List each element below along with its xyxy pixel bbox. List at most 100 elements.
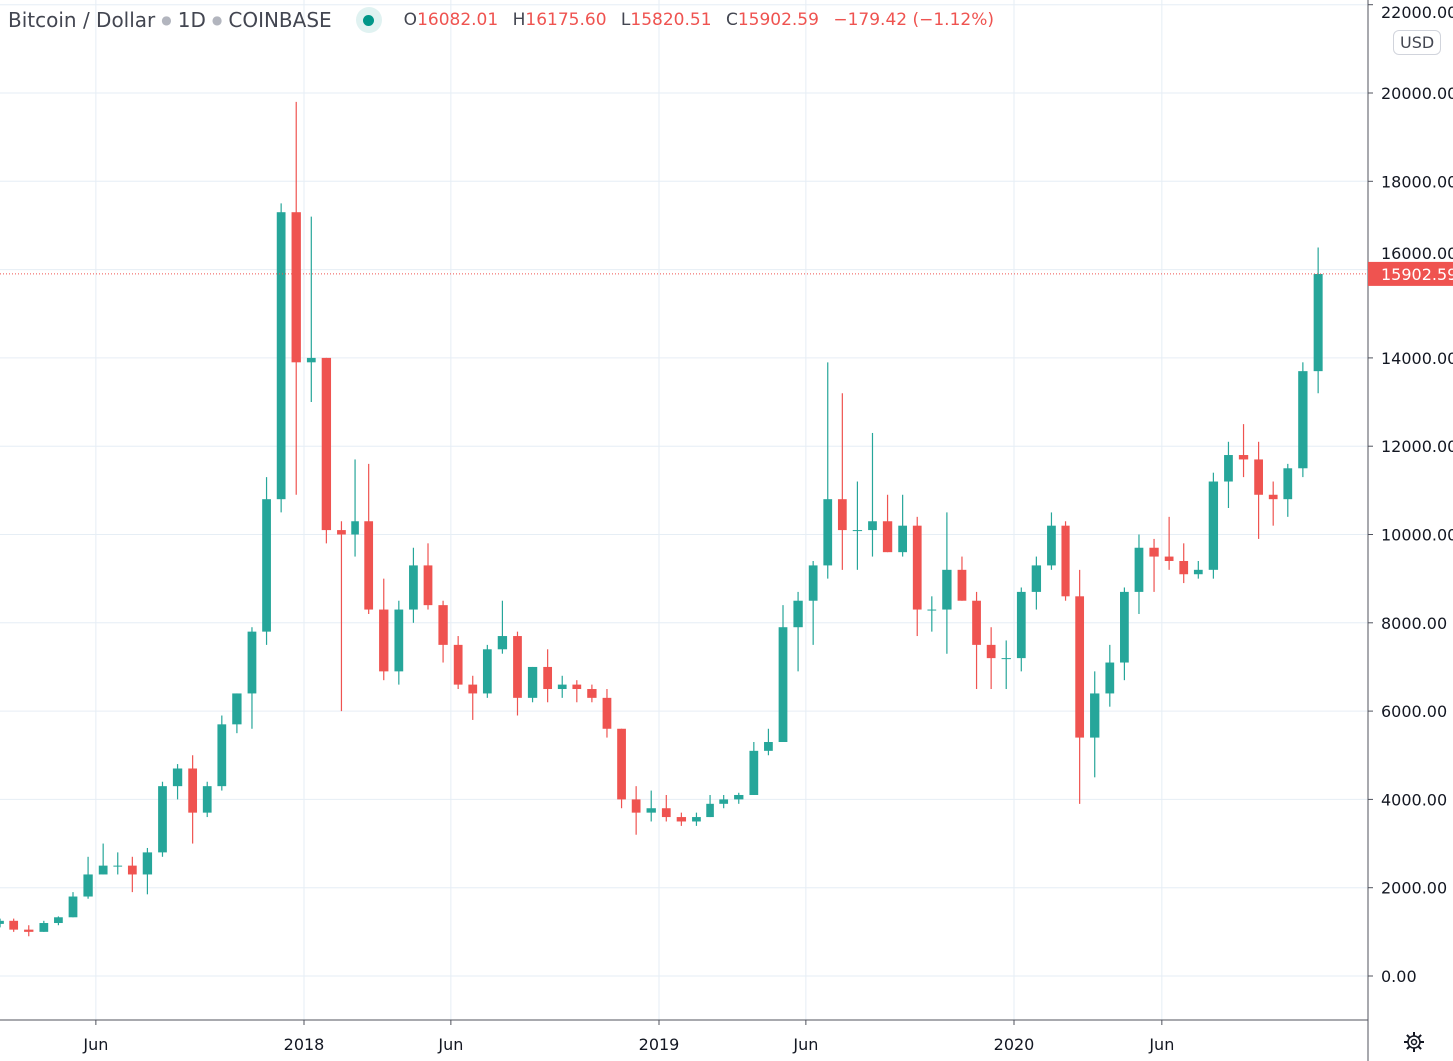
candle	[39, 920, 49, 932]
candle-body	[823, 499, 833, 566]
candle	[364, 463, 374, 614]
candle	[394, 600, 404, 685]
candle	[957, 556, 967, 601]
high-label: H	[512, 10, 526, 30]
high-value: 16175.60	[525, 10, 607, 30]
candle-body	[527, 666, 538, 698]
candle-body	[247, 631, 257, 694]
candle	[837, 393, 847, 570]
open-value: 16082.01	[417, 10, 499, 30]
candle	[1313, 247, 1323, 394]
candle-body	[379, 609, 389, 672]
candle-body	[617, 728, 626, 800]
candle	[232, 693, 242, 734]
symbol-name[interactable]: Bitcoin / Dollar	[8, 8, 156, 32]
candle	[247, 627, 257, 729]
price-tick-label: 14000.00	[1381, 349, 1453, 368]
candle-body	[646, 808, 656, 813]
candle-body	[882, 521, 893, 553]
candle	[898, 494, 908, 557]
candle-body	[0, 920, 4, 924]
candle	[127, 856, 137, 893]
candle	[54, 916, 63, 926]
time-tick-label: Jun	[437, 1035, 463, 1054]
candle	[1105, 644, 1115, 707]
currency-button[interactable]: USD	[1393, 30, 1442, 55]
candle	[1179, 543, 1189, 584]
last-price-text: 15902.59	[1381, 265, 1453, 284]
market-open-dot-icon[interactable]	[355, 7, 382, 33]
candle-body	[24, 929, 34, 932]
candle-body	[1313, 274, 1323, 372]
grid	[0, 0, 1368, 1020]
candle-body	[321, 357, 332, 531]
candles	[0, 101, 1323, 937]
candle-body	[54, 917, 63, 924]
candle-body	[1254, 459, 1263, 495]
candle	[217, 715, 227, 791]
candle-body	[1224, 455, 1233, 482]
candle-body	[602, 697, 612, 729]
candle	[468, 675, 478, 720]
price-tick-label: 2000.00	[1381, 879, 1447, 898]
candle-body	[1179, 560, 1189, 575]
time-tick-label: 2020	[994, 1035, 1035, 1054]
separator: ●	[161, 13, 172, 27]
candle-body	[127, 865, 137, 875]
exchange: COINBASE	[228, 8, 332, 32]
price-tick-label: 20000.00	[1381, 84, 1453, 103]
candle-body	[262, 499, 271, 632]
candle-body	[1047, 525, 1056, 566]
candle-body	[172, 768, 183, 787]
candle	[572, 680, 582, 703]
candle	[379, 578, 389, 681]
candle-body	[232, 693, 242, 725]
candle-body	[706, 803, 714, 818]
candle	[351, 459, 359, 557]
candle-body	[306, 357, 316, 363]
candle-body	[1164, 556, 1174, 561]
candle-body	[482, 649, 492, 694]
candle-body	[98, 865, 108, 875]
candle-body	[513, 636, 522, 698]
candle-body	[1298, 371, 1308, 469]
close-value: 15902.59	[737, 10, 819, 30]
price-tick-label: 12000.00	[1381, 437, 1453, 456]
candle	[719, 794, 729, 809]
separator: ●	[211, 13, 223, 27]
gear-icon[interactable]	[1402, 1030, 1426, 1054]
candle	[793, 591, 803, 672]
candle	[423, 543, 433, 610]
candle	[1193, 560, 1203, 579]
candle-body	[142, 852, 153, 875]
candle-body	[927, 609, 937, 611]
candle	[646, 790, 656, 822]
candle	[1061, 521, 1070, 601]
candle	[927, 596, 937, 632]
candle-body	[409, 565, 418, 610]
candle-body	[898, 525, 908, 553]
candle	[1047, 512, 1056, 570]
candle	[497, 600, 508, 654]
candle	[764, 728, 773, 756]
interval[interactable]: 1D	[177, 8, 206, 32]
candle-body	[676, 817, 687, 822]
candle-body	[1193, 569, 1203, 575]
candle-body	[587, 689, 597, 698]
candle	[882, 494, 893, 553]
price-tick-label: 4000.00	[1381, 790, 1447, 809]
time-tick-label: Jun	[792, 1035, 818, 1054]
time-tick-label: 2018	[284, 1035, 325, 1054]
candle-body	[1001, 658, 1011, 660]
candle-body	[1090, 693, 1100, 738]
candle	[83, 856, 93, 899]
candle	[202, 781, 212, 818]
candle	[587, 684, 597, 703]
candle	[1120, 587, 1129, 681]
time-axis[interactable]: Jun 2018 Jun 2019 Jun 2020 Jun	[82, 1020, 1174, 1054]
price-axis[interactable]: 0.00 2000.00 4000.00 6000.00 8000.00 10000.00…	[1368, 3, 1453, 986]
candle-body	[572, 684, 582, 690]
candle-body	[986, 644, 996, 659]
candle-body	[337, 530, 346, 535]
